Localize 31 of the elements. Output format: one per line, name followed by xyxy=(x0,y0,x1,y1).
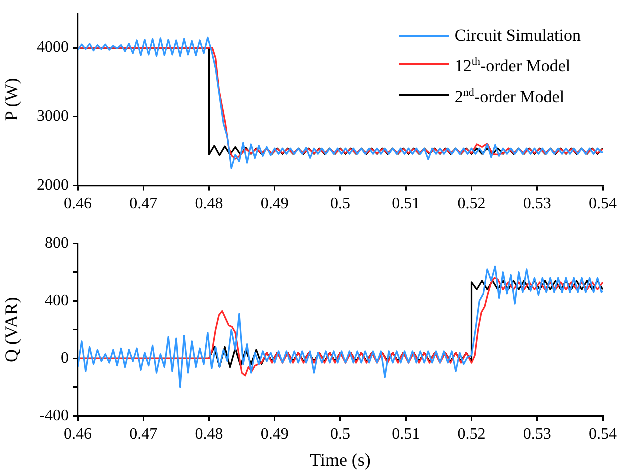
y-tick-label: 2000 xyxy=(37,177,69,194)
legend-label: 2$^{nd}$-order Model xyxy=(454,86,565,108)
y-axis-title: P (W) xyxy=(2,78,22,122)
y-tick-label: 4000 xyxy=(37,39,69,56)
x-tick-label: 0.5 xyxy=(330,426,350,444)
y-tick-label: 3000 xyxy=(37,108,69,126)
y-tick-label: 0 xyxy=(61,350,69,367)
x-tick-label: 0.46 xyxy=(64,426,92,444)
legend-label: Circuit Simulation xyxy=(454,25,581,47)
x-axis-title: Time (s) xyxy=(310,450,371,470)
x-tick-label: 0.47 xyxy=(130,426,158,444)
x-tick-label: 0.49 xyxy=(260,196,289,213)
x-tick-label: 0.48 xyxy=(195,426,224,444)
y-axis-title: Q (VAR) xyxy=(2,297,22,362)
x-tick-label: 0.51 xyxy=(392,196,420,213)
x-tick-label: 0.53 xyxy=(523,196,552,213)
x-tick-label: 0.52 xyxy=(458,196,486,213)
x-tick-label: 0.54 xyxy=(589,196,617,213)
x-tick-label: 0.5 xyxy=(330,196,350,213)
x-tick-label: 0.54 xyxy=(589,426,617,444)
y-tick-label: -400 xyxy=(40,407,69,424)
y-tick-label: 400 xyxy=(45,292,69,310)
x-tick-label: 0.47 xyxy=(130,196,158,213)
x-tick-label: 0.51 xyxy=(392,426,420,444)
y-tick-label: 800 xyxy=(45,234,69,252)
x-tick-label: 0.49 xyxy=(260,426,289,444)
x-tick-label: 0.46 xyxy=(64,196,92,213)
x-tick-label: 0.48 xyxy=(195,196,224,213)
legend-label: 12$^{th}$-order Model xyxy=(454,55,571,78)
x-tick-label: 0.52 xyxy=(458,426,486,444)
x-tick-label: 0.53 xyxy=(523,426,552,444)
